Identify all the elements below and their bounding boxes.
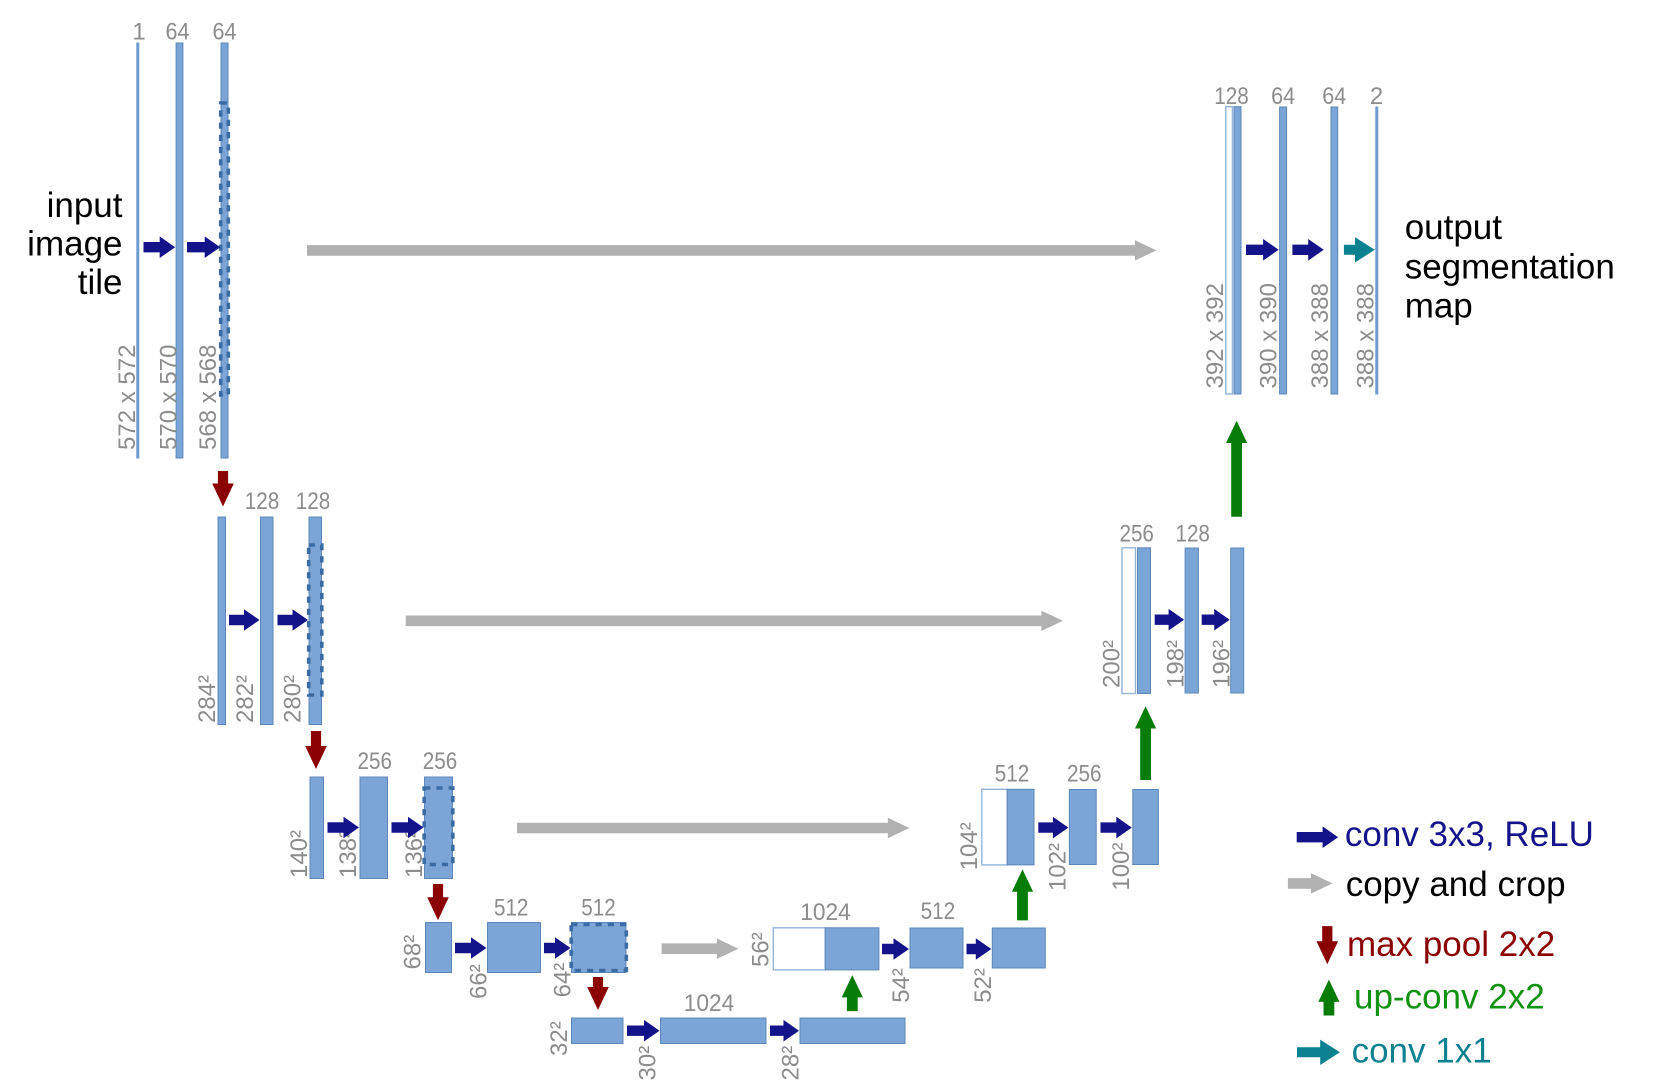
svg-text:max pool 2x2: max pool 2x2 [1347,925,1555,964]
svg-text:256: 256 [423,748,458,775]
svg-text:32²: 32² [546,1021,573,1056]
svg-text:102²: 102² [1045,843,1072,891]
svg-text:2: 2 [1370,83,1383,110]
svg-text:66²: 66² [466,964,493,999]
svg-text:388 x 388: 388 x 388 [1353,283,1380,388]
svg-text:570 x 570: 570 x 570 [156,345,183,450]
svg-text:140²: 140² [286,830,313,878]
svg-text:128: 128 [296,488,331,515]
svg-text:572 x 572: 572 x 572 [114,345,141,450]
svg-text:128: 128 [245,488,280,515]
svg-text:64: 64 [166,19,190,46]
svg-text:1024: 1024 [800,899,851,926]
svg-text:30²: 30² [635,1046,662,1081]
svg-text:100²: 100² [1108,843,1135,891]
svg-text:390 x 390: 390 x 390 [1256,283,1283,388]
svg-text:256: 256 [1067,760,1102,787]
svg-text:up-conv 2x2: up-conv 2x2 [1354,978,1545,1017]
svg-text:128: 128 [1175,520,1210,547]
svg-text:198²: 198² [1163,640,1190,688]
svg-text:512: 512 [581,895,616,922]
svg-text:196²: 196² [1208,640,1235,688]
svg-text:512: 512 [494,895,529,922]
svg-text:392 x 392: 392 x 392 [1202,283,1229,388]
svg-text:64²: 64² [549,963,576,998]
svg-text:52²: 52² [970,968,997,1003]
svg-text:388 x 388: 388 x 388 [1307,283,1334,388]
svg-text:output: output [1405,208,1503,247]
svg-text:1: 1 [132,19,145,46]
svg-text:tile: tile [78,263,123,302]
svg-text:128: 128 [1214,83,1249,110]
svg-text:512: 512 [921,898,956,925]
svg-text:1024: 1024 [684,990,735,1017]
svg-text:256: 256 [1119,520,1154,547]
svg-text:conv 3x3, ReLU: conv 3x3, ReLU [1345,815,1594,854]
svg-text:54²: 54² [888,968,915,1003]
svg-text:256: 256 [358,748,393,775]
svg-text:input: input [47,186,123,225]
svg-text:282²: 282² [232,675,259,723]
svg-text:68²: 68² [400,935,427,970]
svg-text:image: image [27,225,122,264]
svg-text:200²: 200² [1098,640,1125,688]
svg-text:284²: 284² [194,675,221,723]
svg-text:280²: 280² [279,675,306,723]
svg-text:136²: 136² [401,830,428,878]
svg-text:segmentation: segmentation [1405,248,1615,287]
svg-text:64: 64 [213,19,237,46]
svg-text:138²: 138² [335,830,362,878]
svg-text:map: map [1405,287,1473,326]
svg-text:conv 1x1: conv 1x1 [1352,1032,1492,1071]
svg-text:64: 64 [1271,83,1295,110]
svg-text:568 x 568: 568 x 568 [195,345,222,450]
svg-text:copy and crop: copy and crop [1346,865,1566,904]
svg-text:104²: 104² [956,822,983,870]
svg-text:64: 64 [1322,83,1346,110]
svg-text:28²: 28² [777,1046,804,1081]
svg-text:56²: 56² [748,932,775,967]
svg-text:512: 512 [995,760,1030,787]
